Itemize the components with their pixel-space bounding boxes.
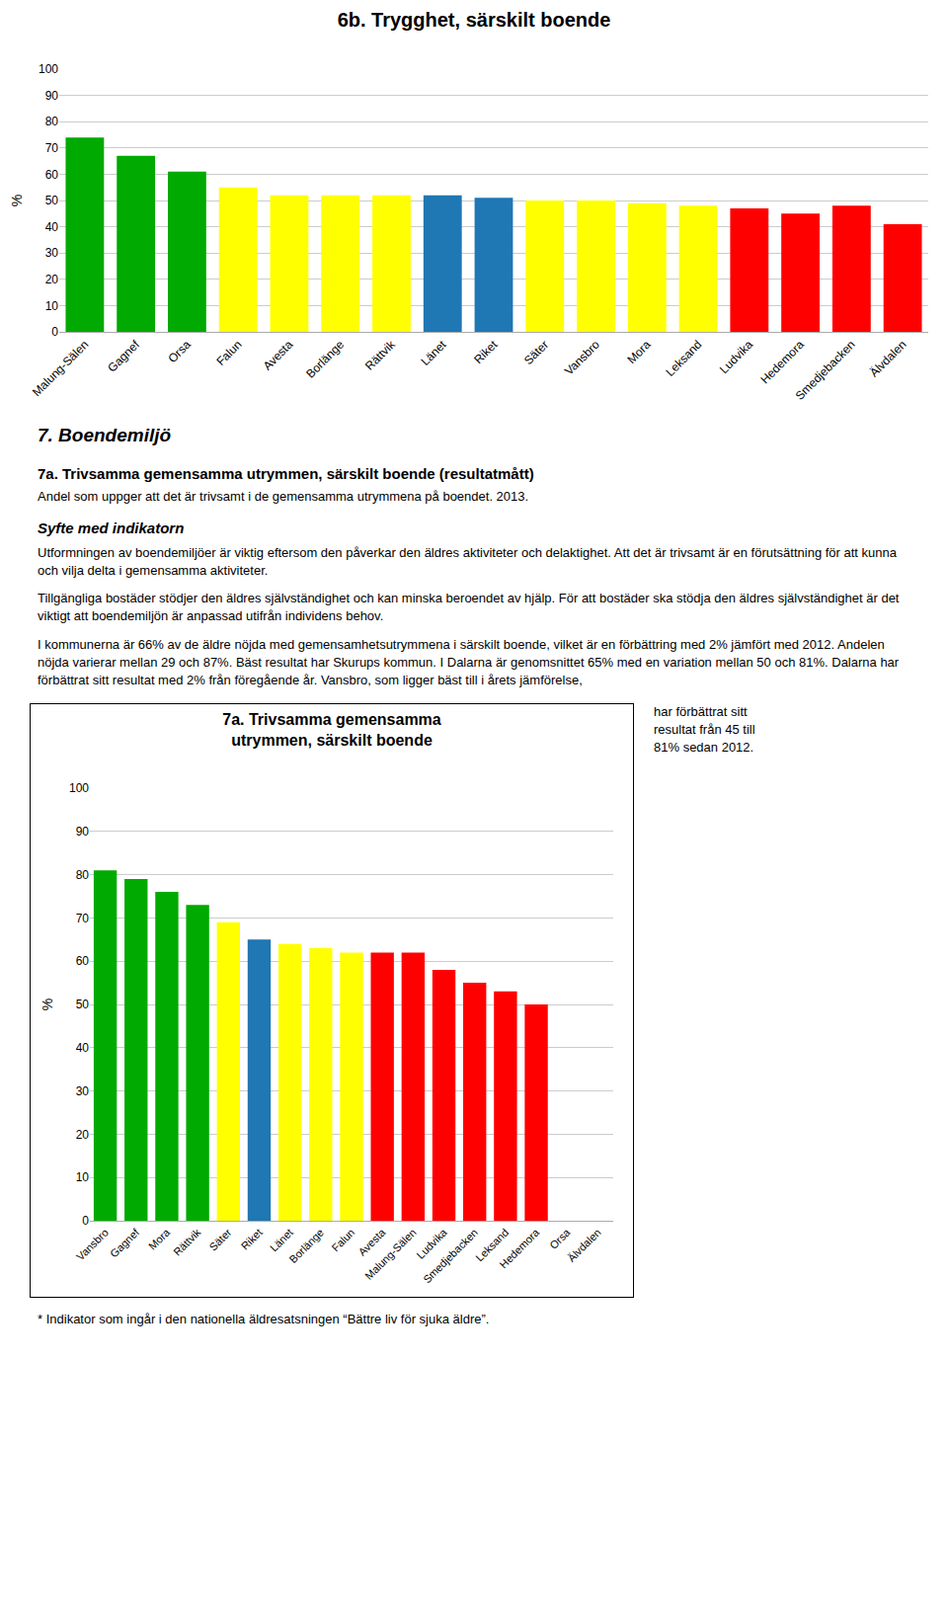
html-text:7. Boendemiljö: 7. Boendemiljö bbox=[37, 424, 171, 446]
svg-text:60: 60 bbox=[76, 953, 90, 968]
svg-text:0: 0 bbox=[81, 1213, 89, 1228]
html-text:Andel som uppger att det är tr: Andel som uppger att det är trivsamt i d… bbox=[37, 488, 529, 504]
svg-text:40: 40 bbox=[76, 1040, 90, 1055]
svg-text:%: % bbox=[8, 194, 25, 207]
svg-text:Malung-Sälen: Malung-Sälen bbox=[29, 337, 91, 399]
svg-text:Älvdalen: Älvdalen bbox=[867, 337, 909, 380]
svg-text:Orsa: Orsa bbox=[164, 337, 194, 367]
svg-text:Rättvik: Rättvik bbox=[170, 1225, 204, 1259]
svg-text:10: 10 bbox=[76, 1170, 90, 1185]
html-text:Syfte med indikatorn: Syfte med indikatorn bbox=[37, 519, 185, 537]
svg-text:Riket: Riket bbox=[471, 336, 501, 367]
html-text:7a. Trivsamma gemensamma utrym: 7a. Trivsamma gemensamma utrymmen, särsk… bbox=[37, 464, 534, 482]
svg-text:20: 20 bbox=[76, 1127, 90, 1142]
svg-text:60: 60 bbox=[45, 167, 60, 182]
svg-text:Smedjebacken: Smedjebacken bbox=[420, 1226, 480, 1286]
svg-text:80: 80 bbox=[45, 114, 60, 129]
svg-text:Vansbro: Vansbro bbox=[561, 337, 603, 379]
svg-text:Ludvika: Ludvika bbox=[716, 337, 756, 377]
svg-text:70: 70 bbox=[76, 911, 90, 926]
svg-text:Borlänge: Borlänge bbox=[303, 337, 347, 382]
svg-text:Vansbro: Vansbro bbox=[74, 1226, 111, 1264]
svg-text:6b. Trygghet, särskilt boende: 6b. Trygghet, särskilt boende bbox=[337, 8, 612, 31]
svg-text:Gagnef: Gagnef bbox=[107, 1225, 143, 1261]
svg-text:Mora: Mora bbox=[146, 1225, 173, 1253]
svg-text:Länet: Länet bbox=[417, 336, 450, 369]
svg-text:Avesta: Avesta bbox=[355, 1225, 389, 1259]
svg-text:Mora: Mora bbox=[624, 337, 653, 367]
html-text:Tillgängliga bostäder stödjer: Tillgängliga bostäder stödjer den äldres… bbox=[37, 590, 900, 624]
svg-text:20: 20 bbox=[45, 272, 60, 287]
svg-text:Ludvika: Ludvika bbox=[414, 1225, 451, 1262]
svg-text:30: 30 bbox=[76, 1084, 90, 1099]
svg-text:Borlänge: Borlänge bbox=[286, 1226, 326, 1266]
svg-text:Leksand: Leksand bbox=[662, 337, 705, 380]
svg-text:90: 90 bbox=[45, 88, 60, 103]
svg-text:Säter: Säter bbox=[521, 337, 552, 368]
svg-text:%: % bbox=[39, 998, 56, 1011]
svg-text:70: 70 bbox=[45, 141, 60, 156]
svg-text:Älvdalen: Älvdalen bbox=[564, 1226, 603, 1264]
svg-text:Gagnef: Gagnef bbox=[104, 336, 143, 375]
svg-text:40: 40 bbox=[45, 220, 60, 235]
svg-text:Smedjebacken: Smedjebacken bbox=[792, 337, 859, 403]
svg-text:Malung-Sälen: Malung-Sälen bbox=[362, 1226, 418, 1282]
svg-text:10: 10 bbox=[45, 299, 60, 314]
svg-text:50: 50 bbox=[45, 193, 60, 208]
svg-text:Rättvik: Rättvik bbox=[362, 336, 399, 374]
svg-text:90: 90 bbox=[76, 824, 90, 839]
svg-text:30: 30 bbox=[45, 245, 60, 260]
svg-text:Falun: Falun bbox=[328, 1226, 357, 1255]
svg-text:100: 100 bbox=[69, 781, 89, 795]
svg-text:Länet: Länet bbox=[267, 1226, 296, 1255]
svg-text:Leksand: Leksand bbox=[473, 1226, 511, 1264]
svg-text:7a. Trivsamma gemensammautrymm: 7a. Trivsamma gemensammautrymmen, särski… bbox=[222, 711, 442, 749]
html-text:Utformningen av boendemiljöer: Utformningen av boendemiljöer är viktig … bbox=[37, 544, 897, 578]
svg-text:100: 100 bbox=[38, 62, 59, 77]
html-text:har förbättrat sitt resultat f: har förbättrat sitt resultat från 45 til… bbox=[653, 704, 756, 755]
html-text:* Indikator som ingår i den na: * Indikator som ingår i den nationella ä… bbox=[37, 1311, 490, 1327]
svg-text:0: 0 bbox=[51, 324, 59, 339]
svg-text:Hedemora: Hedemora bbox=[497, 1225, 543, 1270]
svg-text:Riket: Riket bbox=[238, 1226, 265, 1253]
svg-text:Hedemora: Hedemora bbox=[757, 337, 807, 388]
svg-text:50: 50 bbox=[76, 997, 90, 1012]
svg-text:Falun: Falun bbox=[213, 337, 244, 369]
svg-text:80: 80 bbox=[76, 868, 90, 882]
svg-text:Orsa: Orsa bbox=[547, 1225, 573, 1252]
svg-text:Säter: Säter bbox=[207, 1225, 235, 1253]
svg-text:Avesta: Avesta bbox=[260, 337, 297, 374]
html-text:I kommunerna är 66% av de äldr: I kommunerna är 66% av de äldre nöjda me… bbox=[37, 636, 899, 688]
